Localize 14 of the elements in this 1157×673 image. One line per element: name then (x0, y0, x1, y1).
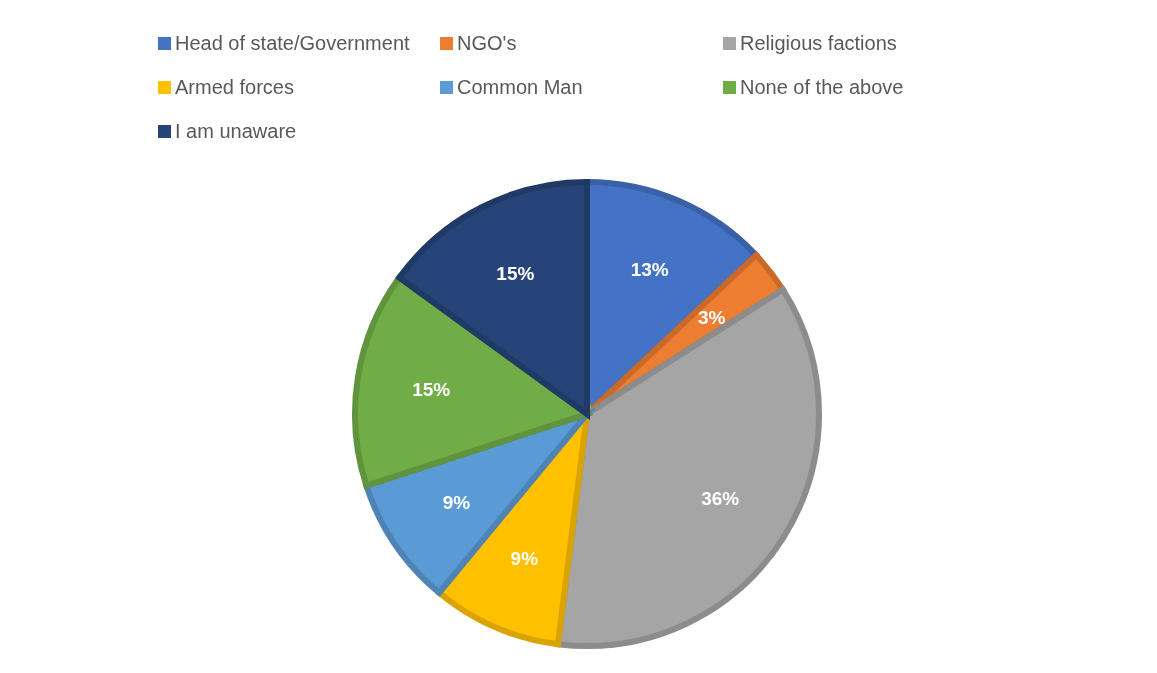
legend-label: I am unaware (175, 120, 297, 143)
data-label: 15% (496, 262, 535, 284)
data-label: 9% (510, 548, 539, 570)
legend-label: Common Man (457, 76, 583, 99)
data-label: 36% (701, 488, 740, 510)
data-label: 3% (697, 306, 726, 328)
legend-label: Head of state/Government (175, 32, 410, 55)
legend-label: Religious factions (740, 32, 897, 55)
legend-label: NGO's (457, 32, 517, 55)
data-label: 15% (412, 378, 451, 400)
legend-label: Armed forces (175, 76, 294, 99)
data-label: 13% (630, 258, 669, 280)
legend-label: None of the above (740, 76, 904, 99)
data-label: 9% (442, 492, 471, 514)
